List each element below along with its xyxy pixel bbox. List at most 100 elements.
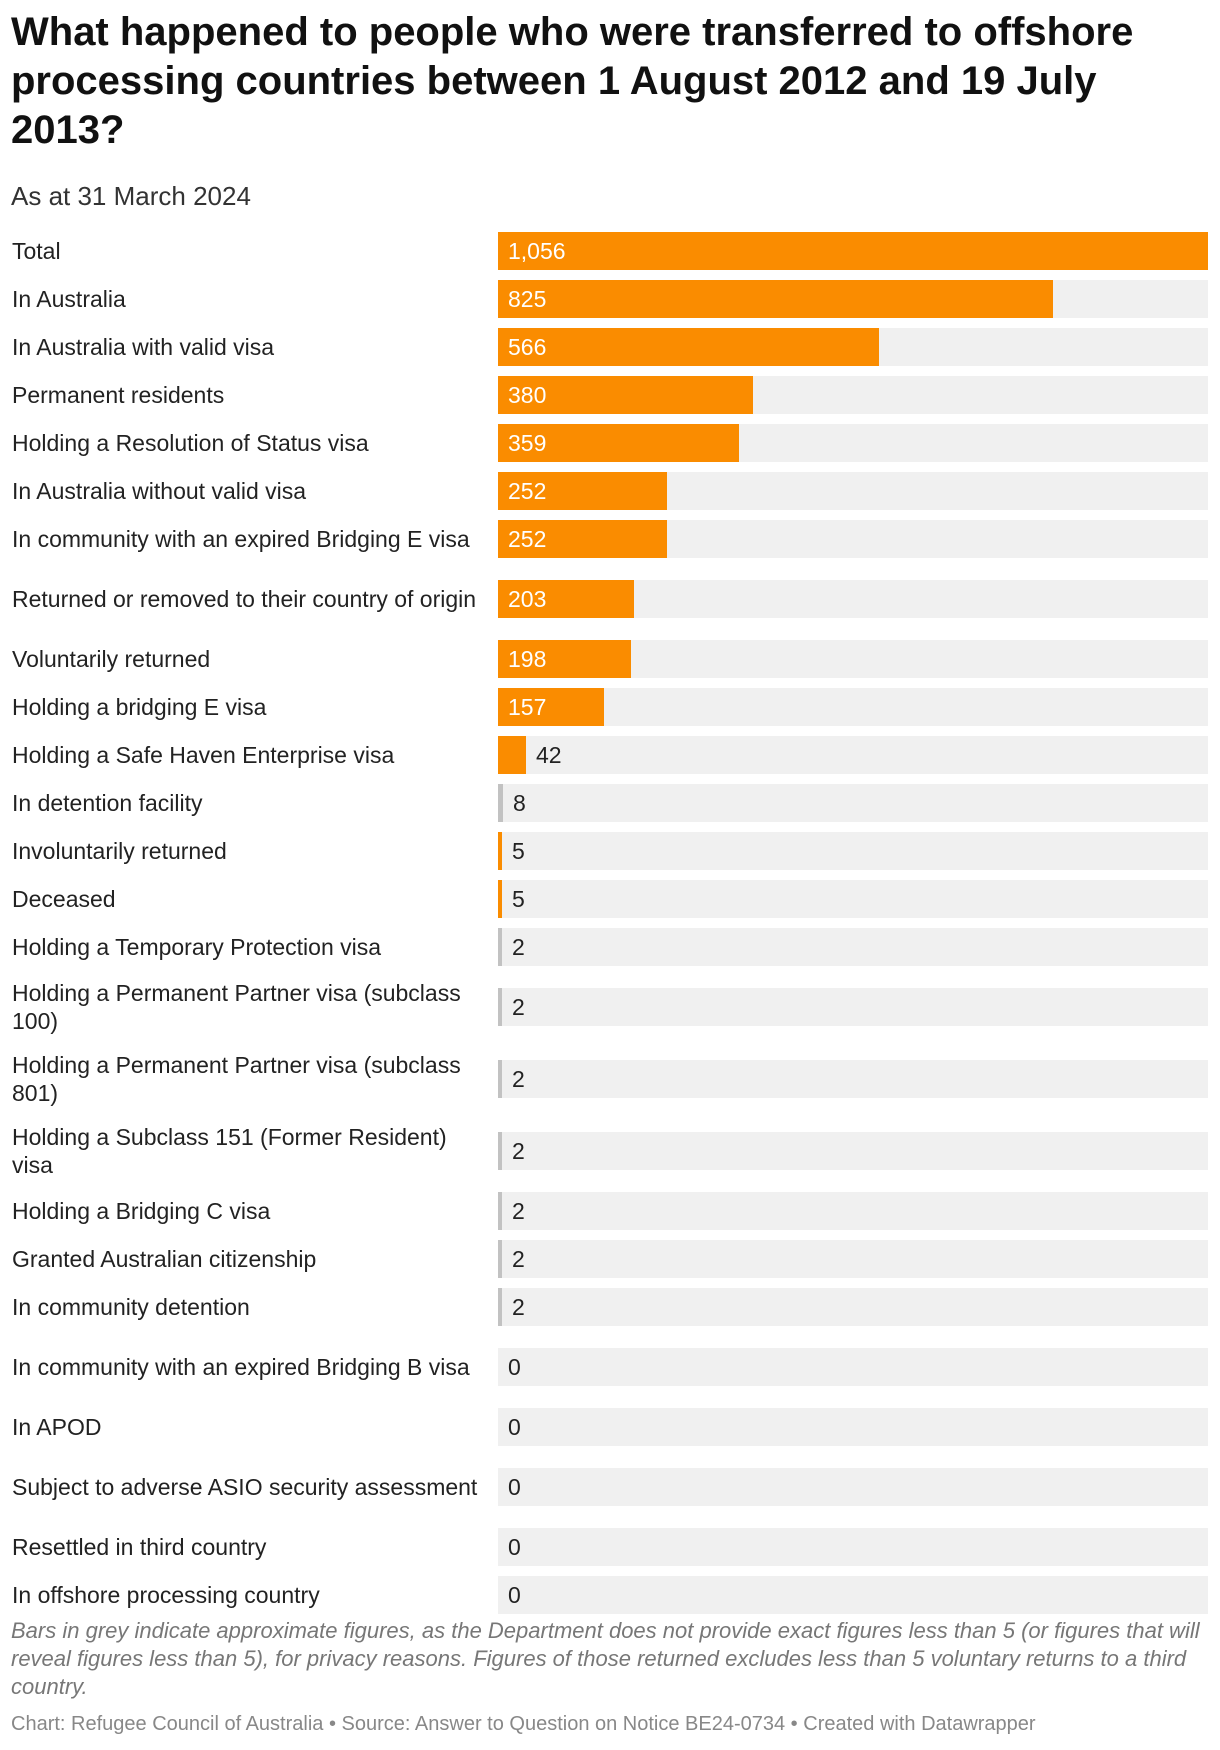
value-label: 252 <box>508 526 547 552</box>
bar-track: 0 <box>498 1408 1208 1446</box>
bar-track: 380 <box>498 376 1208 414</box>
row-label: Granted Australian citizenship <box>12 1246 317 1272</box>
row-label: In Australia <box>12 286 126 312</box>
value-label: 2 <box>512 934 525 960</box>
bar <box>498 520 667 558</box>
bar <box>498 1060 502 1098</box>
value-label: 157 <box>508 694 547 720</box>
bar-track: 825 <box>498 280 1208 318</box>
value-label: 2 <box>512 1138 525 1164</box>
bar-track: 0 <box>498 1468 1208 1506</box>
bar <box>498 880 502 918</box>
row-label: In APOD <box>12 1414 102 1440</box>
bar-track: 2 <box>498 928 1208 966</box>
bar-track: 2 <box>498 1192 1208 1230</box>
value-label: 0 <box>508 1534 521 1560</box>
value-label: 203 <box>508 586 547 612</box>
bar-track: 8 <box>498 784 1208 822</box>
row-label: In community detention <box>12 1294 250 1320</box>
row-label: Resettled in third country <box>12 1534 267 1560</box>
bar-track: 5 <box>498 832 1208 870</box>
value-label: 198 <box>508 646 547 672</box>
row-label: In community with an expired Bridging E … <box>12 526 470 552</box>
bar-chart: Total 1,056 In Australia 825 In Australia wi… <box>12 232 1208 1614</box>
value-label: 2 <box>512 994 525 1020</box>
value-label: 252 <box>508 478 547 504</box>
bar-track: 5 <box>498 880 1208 918</box>
row-label: Holding a Permanent Partner visa (subcla… <box>12 980 461 1034</box>
bar-track: 2 <box>498 1240 1208 1278</box>
bar <box>498 580 634 618</box>
bar <box>498 832 502 870</box>
footer-separator: • <box>323 1713 342 1735</box>
bar <box>498 328 879 366</box>
value-label: 5 <box>512 886 525 912</box>
bar-track: 0 <box>498 1348 1208 1386</box>
bar-track: 252 <box>498 520 1208 558</box>
bar <box>498 1132 502 1170</box>
bar-track: 566 <box>498 328 1208 366</box>
bar <box>498 688 604 726</box>
bar <box>498 736 526 774</box>
chart-credit: Chart: Refugee Council of Australia <box>11 1713 324 1735</box>
row-label: Deceased <box>12 886 116 912</box>
value-label: 359 <box>508 430 547 456</box>
value-label: 5 <box>512 838 525 864</box>
value-label: 0 <box>508 1474 521 1500</box>
value-label: 2 <box>512 1066 525 1092</box>
row-label: In Australia with valid visa <box>12 334 275 360</box>
bar-track: 42 <box>498 736 1208 774</box>
row-label: In detention facility <box>12 790 203 816</box>
bar <box>498 640 631 678</box>
row-label: Holding a Subclass 151 (Former Resident)… <box>12 1124 447 1178</box>
value-label: 2 <box>512 1294 525 1320</box>
row-label: Total <box>12 238 61 264</box>
row-label: Voluntarily returned <box>12 646 211 672</box>
row-label: Permanent residents <box>12 382 225 408</box>
bar-track: 2 <box>498 1132 1208 1170</box>
row-label: Holding a Safe Haven Enterprise visa <box>12 742 395 768</box>
chart-title: What happened to people who were transfe… <box>11 10 1134 152</box>
bar <box>498 1240 502 1278</box>
bar <box>498 928 502 966</box>
bar <box>498 376 753 414</box>
bar <box>498 988 502 1026</box>
row-label: Holding a bridging E visa <box>12 694 267 720</box>
bar-track: 252 <box>498 472 1208 510</box>
value-label: 2 <box>512 1198 525 1224</box>
chart-subtitle: As at 31 March 2024 <box>11 181 251 211</box>
row-label: Holding a Bridging C visa <box>12 1198 271 1224</box>
value-label: 0 <box>508 1582 521 1608</box>
bar-track: 359 <box>498 424 1208 462</box>
value-label: 1,056 <box>508 238 566 264</box>
bar-track: 1,056 <box>498 232 1208 270</box>
row-label: Holding a Permanent Partner visa (subcla… <box>12 1052 461 1106</box>
value-label: 566 <box>508 334 547 360</box>
tool-credit: Created with Datawrapper <box>803 1713 1036 1735</box>
row-label: Returned or removed to their country of … <box>12 586 477 612</box>
bar <box>498 1288 502 1326</box>
value-label: 2 <box>512 1246 525 1272</box>
bar-track: 198 <box>498 640 1208 678</box>
bar-track: 157 <box>498 688 1208 726</box>
row-label: In community with an expired Bridging B … <box>12 1354 470 1380</box>
value-label: 380 <box>508 382 547 408</box>
row-label: Subject to adverse ASIO security assessm… <box>12 1474 478 1500</box>
bar-track: 0 <box>498 1576 1208 1614</box>
row-label: In Australia without valid visa <box>12 478 307 504</box>
chart-footer: Chart: Refugee Council of Australia • So… <box>11 1711 1206 1737</box>
bar <box>498 784 503 822</box>
bar <box>498 472 667 510</box>
bar-track: 2 <box>498 1060 1208 1098</box>
value-label: 42 <box>536 742 562 768</box>
row-label: Involuntarily returned <box>12 838 227 864</box>
source-credit: Source: Answer to Question on Notice BE2… <box>341 1713 786 1735</box>
bar-track: 2 <box>498 988 1208 1026</box>
chart-notes: Bars in grey indicate approximate figure… <box>11 1618 1200 1699</box>
bar-track: 2 <box>498 1288 1208 1326</box>
row-label: Holding a Temporary Protection visa <box>12 934 382 960</box>
value-label: 825 <box>508 286 547 312</box>
value-label: 0 <box>508 1414 521 1440</box>
bar <box>498 424 739 462</box>
value-label: 0 <box>508 1354 521 1380</box>
